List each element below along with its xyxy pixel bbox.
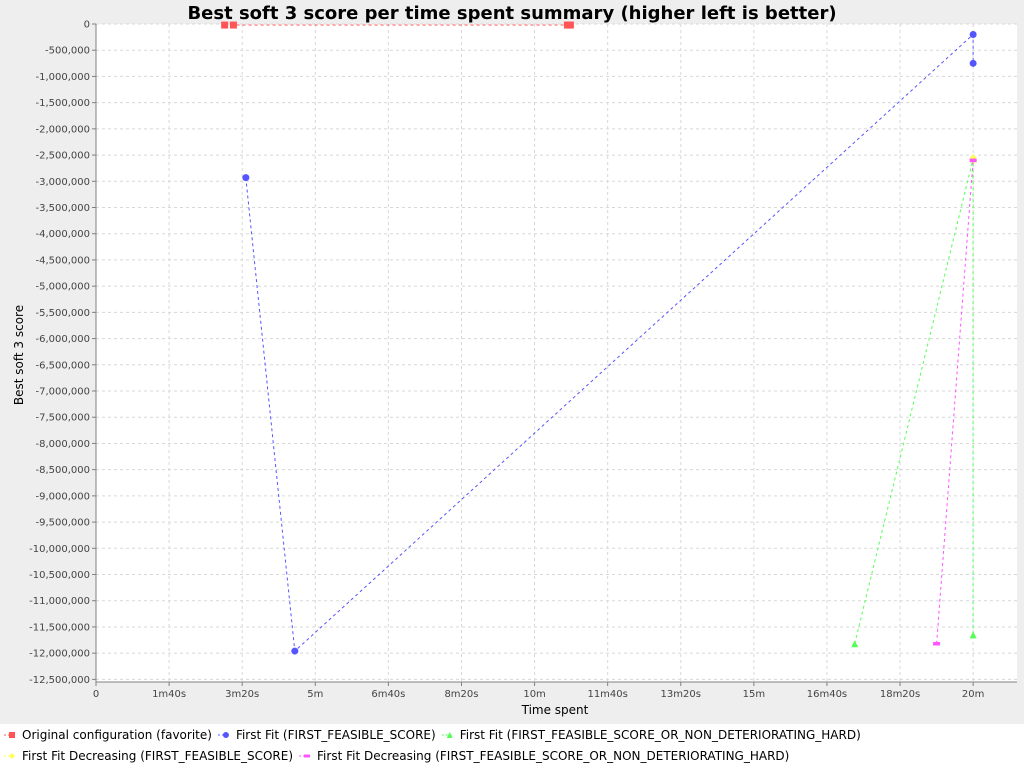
data-point — [933, 641, 941, 646]
legend-label: First Fit (FIRST_FEASIBLE_SCORE_OR_NON_D… — [460, 728, 861, 742]
y-tick-label: -2,000,000 — [35, 124, 90, 135]
legend-marker — [222, 732, 229, 738]
x-tick-label: 1m40s — [152, 689, 186, 700]
x-tick-label: 10m — [523, 689, 545, 700]
y-tick-label: -11,000,000 — [29, 596, 90, 607]
y-tick-label: -500,000 — [45, 46, 90, 57]
y-tick-label: -5,500,000 — [35, 308, 90, 319]
data-point — [221, 21, 229, 29]
y-tick-label: -7,000,000 — [35, 387, 90, 398]
y-tick-label: -6,000,000 — [35, 334, 90, 345]
y-tick-label: -3,000,000 — [35, 177, 90, 188]
data-point — [566, 21, 574, 29]
y-tick-label: -2,500,000 — [35, 151, 90, 162]
data-point — [291, 647, 299, 655]
y-tick-label: -8,000,000 — [35, 439, 90, 450]
x-tick-label: 3m20s — [225, 689, 259, 700]
legend-marker — [9, 753, 15, 759]
legend-marker — [304, 754, 311, 758]
y-tick-label: -4,500,000 — [35, 255, 90, 266]
y-tick-label: -1,000,000 — [35, 72, 90, 83]
y-tick-label: -10,000,000 — [29, 544, 90, 555]
legend-label: First Fit Decreasing (FIRST_FEASIBLE_SCO… — [22, 749, 293, 763]
data-point — [242, 174, 250, 182]
axes: 0 -500,000 -1,000,000 -1,500,000 -2,000,000 -… — [29, 20, 1017, 700]
series-5 — [933, 158, 977, 646]
data-point — [969, 158, 977, 163]
y-tick-label: -3,500,000 — [35, 203, 90, 214]
x-tick-label: 0 — [93, 689, 99, 700]
plot-area — [96, 24, 1017, 682]
legend: Original configuration (favorite) First F… — [4, 728, 861, 763]
y-axis-title: Best soft 3 score — [12, 305, 26, 405]
y-tick-label: -5,000,000 — [35, 282, 90, 293]
x-tick-label: 20m — [962, 689, 984, 700]
data-point — [969, 59, 977, 67]
legend-label: First Fit Decreasing (FIRST_FEASIBLE_SCO… — [317, 749, 789, 763]
x-tick-label: 8m20s — [444, 689, 478, 700]
legend-label: First Fit (FIRST_FEASIBLE_SCORE) — [236, 728, 436, 742]
data-point — [229, 21, 237, 29]
data-point — [969, 631, 977, 639]
y-tick-label: -8,500,000 — [35, 465, 90, 476]
y-tick-label: -10,500,000 — [29, 570, 90, 581]
chart-title: Best soft 3 score per time spent summary… — [187, 3, 836, 24]
x-tick-label: 18m20s — [880, 689, 920, 700]
x-tick-label: 16m40s — [807, 689, 847, 700]
series-layer — [221, 21, 978, 655]
y-tick-label: 0 — [84, 20, 90, 31]
x-tick-label: 11m40s — [587, 689, 627, 700]
legend-background — [0, 724, 1024, 768]
x-tick-label: 15m — [743, 689, 765, 700]
legend-item: First Fit (FIRST_FEASIBLE_SCORE_OR_NON_D… — [441, 728, 861, 742]
data-point — [851, 640, 859, 648]
y-tick-label: -1,500,000 — [35, 98, 90, 109]
x-tick-label: 5m — [307, 689, 323, 700]
y-tick-label: -6,500,000 — [35, 360, 90, 371]
series-2 — [242, 30, 977, 655]
legend-item: Original configuration (favorite) — [4, 728, 212, 742]
legend-item: First Fit Decreasing (FIRST_FEASIBLE_SCO… — [4, 749, 293, 763]
y-tick-label: -4,000,000 — [35, 229, 90, 240]
y-tick-label: -9,500,000 — [35, 518, 90, 529]
y-tick-label: -12,000,000 — [29, 649, 90, 660]
y-tick-label: -11,500,000 — [29, 622, 90, 633]
legend-item: First Fit (FIRST_FEASIBLE_SCORE) — [217, 728, 436, 742]
y-tick-label: -7,500,000 — [35, 413, 90, 424]
x-tick-label: 13m20s — [661, 689, 701, 700]
x-axis-title: Time spent — [521, 703, 589, 717]
legend-label: Original configuration (favorite) — [22, 728, 212, 742]
legend-marker — [9, 732, 15, 738]
series-line — [936, 160, 974, 644]
x-tick-label: 6m40s — [371, 689, 405, 700]
legend-marker — [446, 732, 453, 738]
legend-item: First Fit Decreasing (FIRST_FEASIBLE_SCO… — [299, 749, 789, 763]
series-1 — [221, 21, 574, 29]
y-tick-label: -9,000,000 — [35, 491, 90, 502]
y-tick-label: -12,500,000 — [29, 675, 90, 686]
data-point — [969, 30, 977, 38]
